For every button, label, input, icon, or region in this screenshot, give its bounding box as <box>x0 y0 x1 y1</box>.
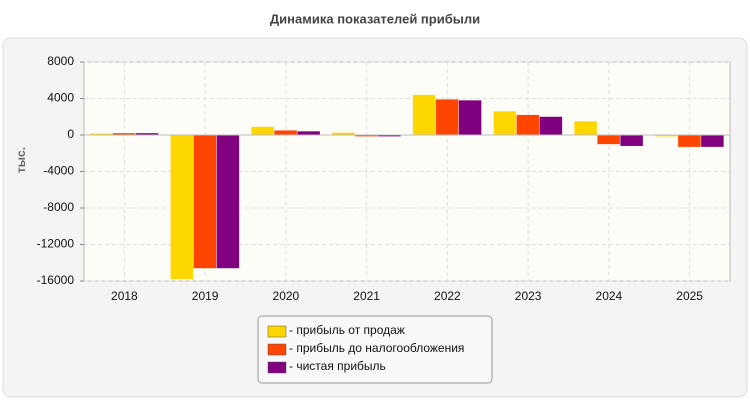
bar <box>135 133 159 135</box>
bar <box>251 126 274 135</box>
legend-swatch <box>267 325 287 338</box>
x-tick-label: 2025 <box>676 289 703 303</box>
bar <box>378 135 401 137</box>
x-tick-label: 2020 <box>273 289 300 303</box>
bar <box>493 111 517 135</box>
bar <box>89 133 113 135</box>
bar <box>597 135 620 145</box>
bar <box>701 135 724 147</box>
x-tick-label: 2019 <box>192 289 219 303</box>
bar <box>539 116 563 135</box>
bar <box>655 135 678 137</box>
bar <box>412 94 436 135</box>
bar <box>332 132 355 135</box>
bar <box>170 135 194 280</box>
y-tick-label: -4000 <box>43 164 74 178</box>
legend-swatch <box>267 361 287 374</box>
bar <box>458 100 482 135</box>
bar <box>574 121 597 135</box>
legend-label: - прибыль до налогообложения <box>289 341 464 355</box>
legend-label: - прибыль от продаж <box>289 323 405 337</box>
y-tick-label: 4000 <box>47 91 74 105</box>
bar <box>297 131 320 135</box>
y-tick-label: 8000 <box>47 54 74 68</box>
bar <box>193 135 217 269</box>
bar <box>678 135 701 147</box>
x-tick-label: 2021 <box>353 289 380 303</box>
x-tick-label: 2018 <box>111 289 138 303</box>
bar <box>435 99 459 135</box>
y-tick-label: 0 <box>67 127 74 141</box>
y-tick-label: -12000 <box>37 237 75 251</box>
bar <box>516 114 540 135</box>
bar <box>112 133 136 135</box>
y-tick-label: -8000 <box>43 200 74 214</box>
legend-label: - чистая прибыль <box>289 359 386 373</box>
x-tick-label: 2022 <box>434 289 461 303</box>
x-tick-label: 2023 <box>515 289 542 303</box>
bar <box>355 135 378 137</box>
legend <box>257 315 493 384</box>
bar <box>216 135 240 269</box>
legend-swatch <box>267 343 287 356</box>
x-tick-label: 2024 <box>596 289 623 303</box>
bar <box>620 135 643 146</box>
bar <box>274 130 297 135</box>
chart-title: Динамика показателей прибыли <box>270 11 480 26</box>
y-tick-label: -16000 <box>37 273 75 287</box>
y-axis-label: тыс. <box>14 147 28 173</box>
